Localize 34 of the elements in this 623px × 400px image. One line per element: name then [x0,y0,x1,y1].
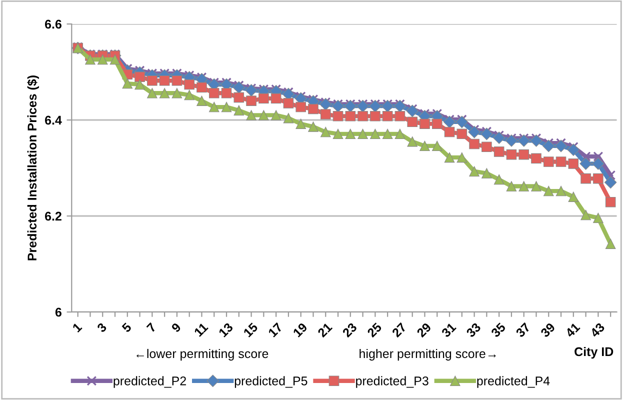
x-axis-title: City ID [574,346,614,359]
legend-label: predicted_P3 [356,376,428,388]
x-tick-label: 35 [490,322,506,338]
x-tick-label: 5 [121,322,132,333]
x-tick-label: 13 [218,322,234,338]
x-tick-label: 27 [391,322,407,338]
x-tick-label: 11 [194,322,208,337]
y-tick-label: 6.6 [45,20,62,29]
x-tick-label: 31 [440,322,457,338]
x-tick-label: 1 [72,322,82,332]
x-tick-label: 19 [292,322,308,338]
y-tick-label: 6.4 [45,116,62,125]
x-tick-label: 39 [540,322,556,338]
x-tick-label: 9 [170,322,182,333]
legend-label: predicted_P5 [234,376,308,388]
x-tick-label: 29 [416,322,432,338]
legend-label: predicted_P4 [477,376,550,388]
text: higher permitting score→ [360,348,496,361]
y-axis-title: Predicted Installation Prices ($) [27,76,39,260]
x-tick-label: 3 [96,322,108,333]
x-tick-label: 17 [268,322,283,338]
x-tick-label: 23 [342,322,358,338]
x-tick-label: 15 [243,322,258,338]
x-tick-label: 7 [146,322,157,333]
text: ←lower permitting score [136,348,268,361]
x-tick-label: 25 [366,322,382,338]
legend-label: predicted_P2 [114,376,186,388]
y-tick-label: 6.2 [45,212,62,221]
x-tick-label: 41 [564,322,580,338]
x-tick-label: 33 [466,322,482,338]
x-tick-label: 21 [317,322,333,338]
x-tick-label: 37 [515,322,531,338]
x-tick-label: 43 [590,322,606,338]
y-tick-label: 6 [55,308,62,317]
